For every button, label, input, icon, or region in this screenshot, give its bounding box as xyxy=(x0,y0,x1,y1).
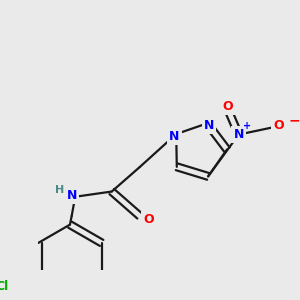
Text: +: + xyxy=(243,121,251,131)
Text: N: N xyxy=(169,130,180,143)
Text: N: N xyxy=(233,128,244,141)
Text: Cl: Cl xyxy=(0,280,8,293)
Text: O: O xyxy=(273,119,284,132)
Text: H: H xyxy=(55,185,64,195)
Text: −: − xyxy=(289,114,300,128)
Text: O: O xyxy=(143,213,154,226)
Text: O: O xyxy=(223,100,233,113)
Text: N: N xyxy=(67,188,77,202)
Text: N: N xyxy=(204,118,214,132)
